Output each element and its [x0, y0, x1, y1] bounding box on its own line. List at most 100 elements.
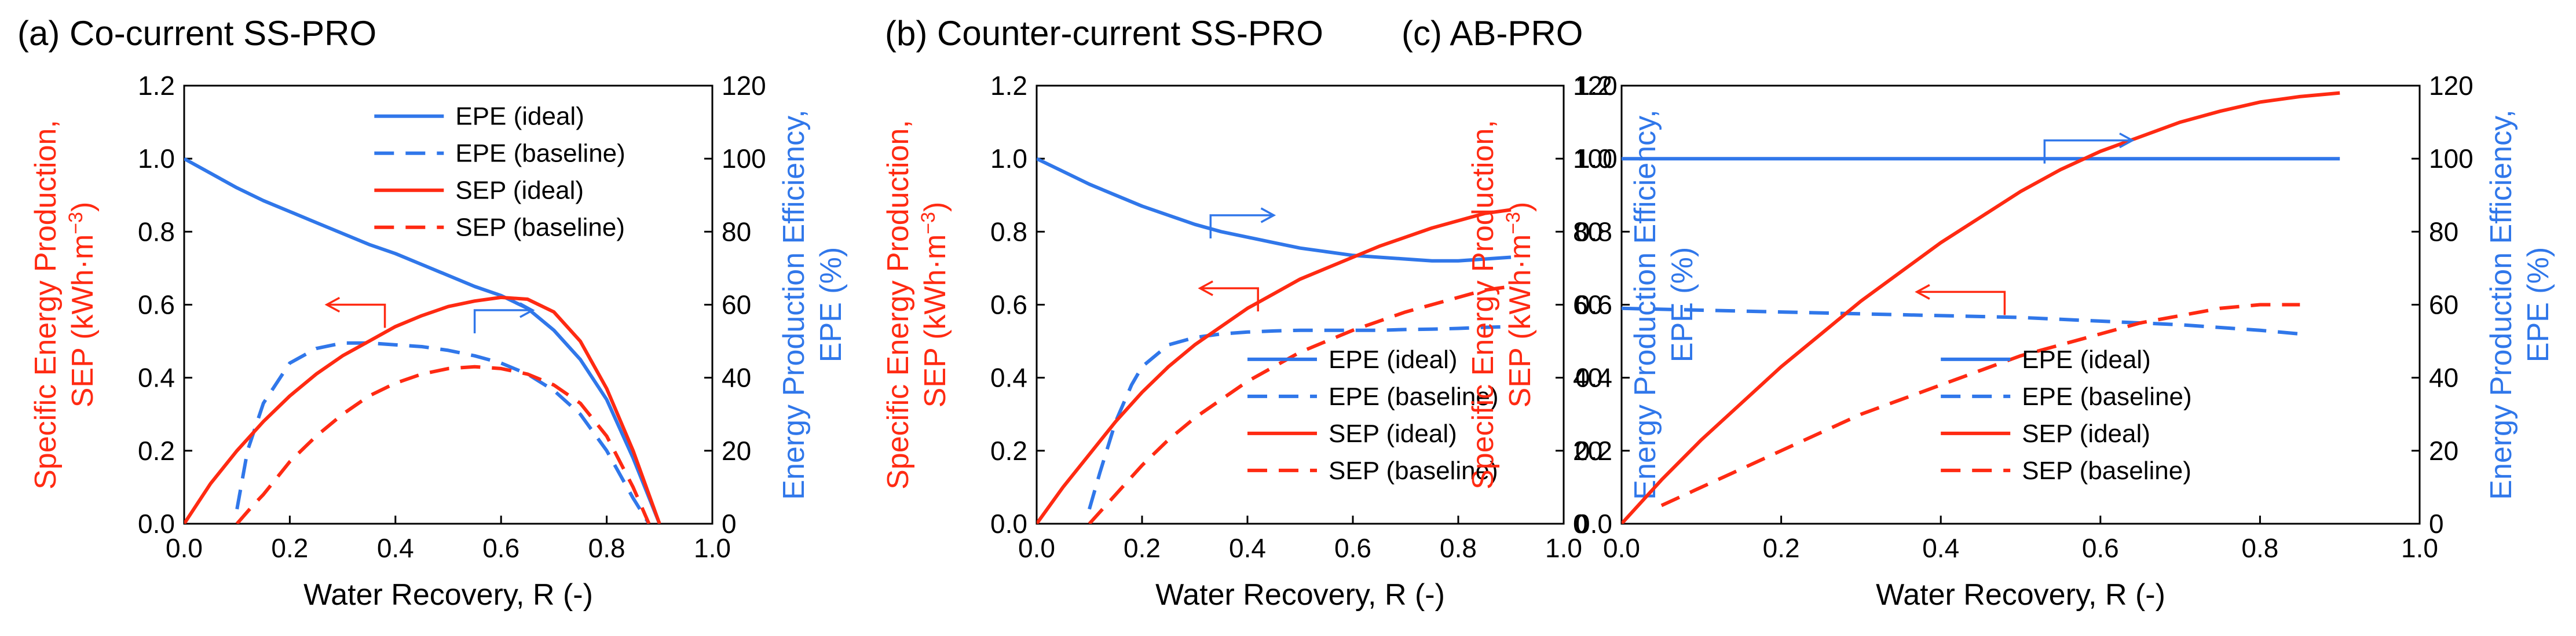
legend-label: SEP (baseline)	[1329, 457, 1498, 485]
y-right-tick-label: 40	[722, 363, 751, 393]
annotation-arrow	[1916, 291, 2006, 315]
legend-label: SEP (baseline)	[455, 214, 625, 242]
legend-label: SEP (ideal)	[1329, 420, 1457, 448]
y-left-label-superscript: −3	[65, 212, 87, 234]
x-tick-label: 0.8	[2241, 533, 2278, 563]
y-right-tick-label: 80	[1573, 216, 1602, 247]
annotation-arrowhead	[324, 296, 341, 313]
y-left-tick-label: 0.4	[990, 363, 1027, 393]
y-left-tick-label: 0.0	[138, 509, 175, 539]
y-left-axis-label-line1: Specific Energy Production,	[881, 120, 915, 490]
x-tick-label: 0.6	[482, 533, 519, 563]
legend-label: SEP (ideal)	[2022, 420, 2150, 448]
x-tick-label: 0.4	[1922, 533, 1959, 563]
legend-label: EPE (baseline)	[455, 139, 625, 168]
y-left-axis-label-line1: Specific Energy Production,	[1466, 120, 1500, 490]
series-line-epe-ideal	[184, 157, 661, 524]
series-line-epe-baseline	[235, 341, 651, 524]
y-right-axis-label-line1: Energy Production Efficiency,	[1629, 109, 1662, 499]
y-left-tick-label: 1.2	[138, 71, 175, 101]
panel-title: (c) AB-PRO	[1402, 14, 1583, 53]
series-line-epe-baseline	[1088, 325, 1512, 510]
y-right-tick-label: 80	[722, 216, 751, 247]
annotation-arrowhead	[2119, 133, 2135, 149]
x-tick-label: 0.0	[1018, 533, 1055, 563]
y-right-axis-label-line1: Energy Production Efficiency,	[777, 109, 811, 499]
y-right-axis-label-line1: Energy Production Efficiency,	[2484, 109, 2518, 499]
series-line-sep-baseline	[1660, 303, 2300, 508]
y-left-tick-label: 0.4	[138, 363, 175, 393]
y-right-tick-label: 120	[2429, 71, 2473, 101]
y-left-tick-label: 0.8	[138, 216, 175, 247]
y-left-tick-label: 1.2	[1575, 71, 1612, 101]
y-right-tick-label: 100	[722, 144, 766, 174]
legend: EPE (ideal) EPE (baseline) SEP (ideal) SEP …	[374, 102, 625, 242]
y-right-tick-label: 120	[722, 71, 766, 101]
series-group	[1037, 157, 1512, 524]
y-left-tick-label: 0.2	[1575, 436, 1612, 466]
x-axis-label: Water Recovery, R (-)	[303, 578, 593, 612]
x-tick-label: 0.8	[588, 533, 625, 563]
y-left-tick-label: 0.4	[1575, 363, 1612, 393]
y-right-tick-label: 120	[1573, 71, 1618, 101]
y-left-label-close: )	[66, 202, 100, 212]
legend-label: EPE (ideal)	[2022, 345, 2151, 374]
panel-b: (b) Counter-current SS-PRO 0.0 0.2 0.4 0.6 0.…	[881, 14, 1699, 612]
y-left-tick-label: 1.0	[990, 144, 1027, 174]
annotation-arrow	[473, 309, 533, 333]
y-left-tick-label: 0.2	[138, 436, 175, 466]
series-line-sep-ideal	[1037, 208, 1512, 524]
annotation-arrow	[1209, 214, 1274, 238]
y-right-tick-label: 60	[722, 290, 751, 320]
x-tick-label: 1.0	[2401, 533, 2438, 563]
y-right-tick-label: 100	[2429, 144, 2473, 174]
y-right-tick-label: 20	[2429, 436, 2458, 466]
y-right-tick-label: 0	[1573, 509, 1588, 539]
x-tick-label: 0.6	[1334, 533, 1371, 563]
y-left-tick-label: 0.2	[990, 436, 1027, 466]
series-line-epe-baseline	[1622, 306, 2300, 336]
annotation-arrow	[1200, 287, 1259, 312]
legend-label: EPE (baseline)	[2022, 383, 2191, 411]
y-left-label-superscript: −3	[917, 212, 939, 234]
y-right-tick-label: 80	[2429, 216, 2458, 247]
x-tick-label: 1.0	[694, 533, 731, 563]
y-left-label-close: )	[919, 202, 952, 212]
legend: EPE (ideal) EPE (baseline) SEP (ideal) SEP …	[1247, 345, 1498, 485]
x-axis-label: Water Recovery, R (-)	[1155, 578, 1445, 612]
annotation-arrow	[327, 303, 386, 328]
x-axis-label: Water Recovery, R (-)	[1876, 578, 2165, 612]
x-tick-label: 1.0	[1545, 533, 1582, 563]
y-left-tick-label: 1.2	[990, 71, 1027, 101]
annotation-arrow	[2043, 139, 2132, 164]
legend: EPE (ideal) EPE (baseline) SEP (ideal) SEP …	[1941, 345, 2192, 485]
panel-title: (b) Counter-current SS-PRO	[885, 14, 1323, 53]
y-left-axis-label-line2: SEP (kWh·m−3)	[65, 202, 100, 408]
x-tick-label: 0.6	[2082, 533, 2119, 563]
y-left-label-superscript: −3	[1502, 212, 1524, 234]
annotation-arrowhead	[1198, 280, 1213, 296]
x-tick-label: 0.2	[271, 533, 308, 563]
y-right-tick-label: 0	[722, 509, 737, 539]
y-left-tick-label: 1.0	[138, 144, 175, 174]
y-right-tick-label: 60	[2429, 290, 2458, 320]
x-tick-label: 0.0	[166, 533, 203, 563]
y-right-tick-label: 40	[1573, 363, 1602, 393]
y-left-tick-label: 0.6	[138, 290, 175, 320]
y-left-label-close: )	[1503, 202, 1537, 212]
y-right-tick-label: 20	[1573, 436, 1602, 466]
x-tick-label: 0.2	[1124, 533, 1161, 563]
y-right-tick-label: 0	[2429, 509, 2444, 539]
legend-label: SEP (baseline)	[2022, 457, 2191, 485]
panel-title: (a) Co-current SS-PRO	[17, 14, 376, 53]
x-tick-label: 0.2	[1763, 533, 1800, 563]
series-line-sep-ideal	[184, 295, 661, 524]
y-left-tick-label: 0.0	[1575, 509, 1612, 539]
series-group	[184, 157, 661, 524]
y-left-axis-label-line2: SEP (kWh·m−3)	[1502, 202, 1537, 408]
legend-label: EPE (baseline)	[1329, 383, 1498, 411]
x-tick-label: 0.0	[1603, 533, 1640, 563]
x-tick-label: 0.4	[377, 533, 414, 563]
y-right-axis-label-line2: EPE (%)	[2522, 247, 2555, 362]
